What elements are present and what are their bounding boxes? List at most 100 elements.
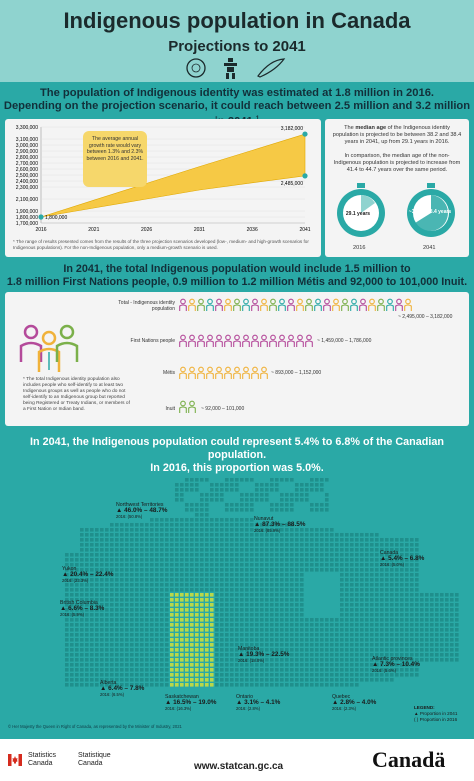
map-dot [95, 603, 99, 607]
map-dot [290, 643, 294, 647]
map-dot [130, 658, 134, 662]
map-dot [290, 503, 294, 507]
map-dot [290, 528, 294, 532]
map-dot [65, 668, 69, 672]
map-dot [180, 518, 184, 522]
map-dot [210, 533, 214, 537]
map-dot [120, 578, 124, 582]
map-dot [75, 608, 79, 612]
map-dot [145, 548, 149, 552]
map-dot [375, 573, 379, 577]
map-dot [410, 613, 414, 617]
website-link[interactable]: www.statcan.gc.ca [194, 761, 284, 772]
map-dot [340, 558, 344, 562]
map-dot [215, 483, 219, 487]
map-dot [275, 603, 279, 607]
map-dot [205, 658, 209, 662]
map-dot [280, 623, 284, 627]
map-dot [355, 608, 359, 612]
map-dot [260, 528, 264, 532]
map-dot [330, 638, 334, 642]
map-dot [205, 668, 209, 672]
map-dot [340, 678, 344, 682]
map-dot [320, 678, 324, 682]
map-dot [260, 673, 264, 677]
map-dot [240, 498, 244, 502]
map-dot [330, 663, 334, 667]
map-dot [390, 638, 394, 642]
arrow-up-icon: ▲ [62, 571, 71, 578]
map-dot [95, 588, 99, 592]
map-dot [70, 628, 74, 632]
map-dot [260, 638, 264, 642]
map-dot [300, 548, 304, 552]
map-dot [395, 578, 399, 582]
map-dot [255, 643, 259, 647]
map-dot [155, 613, 159, 617]
map-dot [345, 538, 349, 542]
map-dot [230, 553, 234, 557]
map-dot [430, 653, 434, 657]
map-dot [385, 558, 389, 562]
map-dot [325, 553, 329, 557]
map-dot [155, 538, 159, 542]
map-dot [425, 633, 429, 637]
map-dot [300, 498, 304, 502]
map-dot [190, 583, 194, 587]
map-dot [295, 643, 299, 647]
map-dot [200, 623, 204, 627]
map-dot [200, 673, 204, 677]
map-dot [400, 668, 404, 672]
map-dot [385, 668, 389, 672]
map-dot [170, 548, 174, 552]
map-dot [160, 623, 164, 627]
person-icon [251, 366, 259, 379]
map-dot [200, 518, 204, 522]
map-dot [190, 508, 194, 512]
map-dot [360, 538, 364, 542]
map-dot [255, 538, 259, 542]
map-dot [335, 683, 339, 687]
map-dot [105, 553, 109, 557]
map-dot [130, 563, 134, 567]
map-dot [175, 563, 179, 567]
map-dot [205, 598, 209, 602]
map-dot [370, 623, 374, 627]
map-dot [220, 488, 224, 492]
map-dot [410, 603, 414, 607]
map-dot [355, 673, 359, 677]
metis-range: ~ 893,000 – 1,152,000 [271, 370, 322, 376]
map-dot [250, 673, 254, 677]
map-dot [180, 633, 184, 637]
map-dot [70, 568, 74, 572]
map-dot [85, 538, 89, 542]
map-dot [190, 523, 194, 527]
map-dot [225, 683, 229, 687]
map-dot [185, 658, 189, 662]
map-dot [160, 538, 164, 542]
map-dot [95, 553, 99, 557]
map-dot [375, 568, 379, 572]
map-dot [240, 568, 244, 572]
map-dot [115, 583, 119, 587]
map-dot [390, 618, 394, 622]
map-dot [255, 488, 259, 492]
map-dot [180, 553, 184, 557]
map-dot [305, 658, 309, 662]
map-dot [190, 483, 194, 487]
map-dot [280, 648, 284, 652]
map-dot [275, 678, 279, 682]
map-dot [325, 563, 329, 567]
map-dot [185, 613, 189, 617]
map-dot [195, 588, 199, 592]
map-dot [195, 478, 199, 482]
map-dot [290, 603, 294, 607]
map-dot [135, 613, 139, 617]
map-dot [235, 548, 239, 552]
map-dot [340, 613, 344, 617]
map-dot [290, 623, 294, 627]
map-dot [340, 648, 344, 652]
map-dot [340, 538, 344, 542]
map-dot [350, 533, 354, 537]
map-dot [395, 553, 399, 557]
